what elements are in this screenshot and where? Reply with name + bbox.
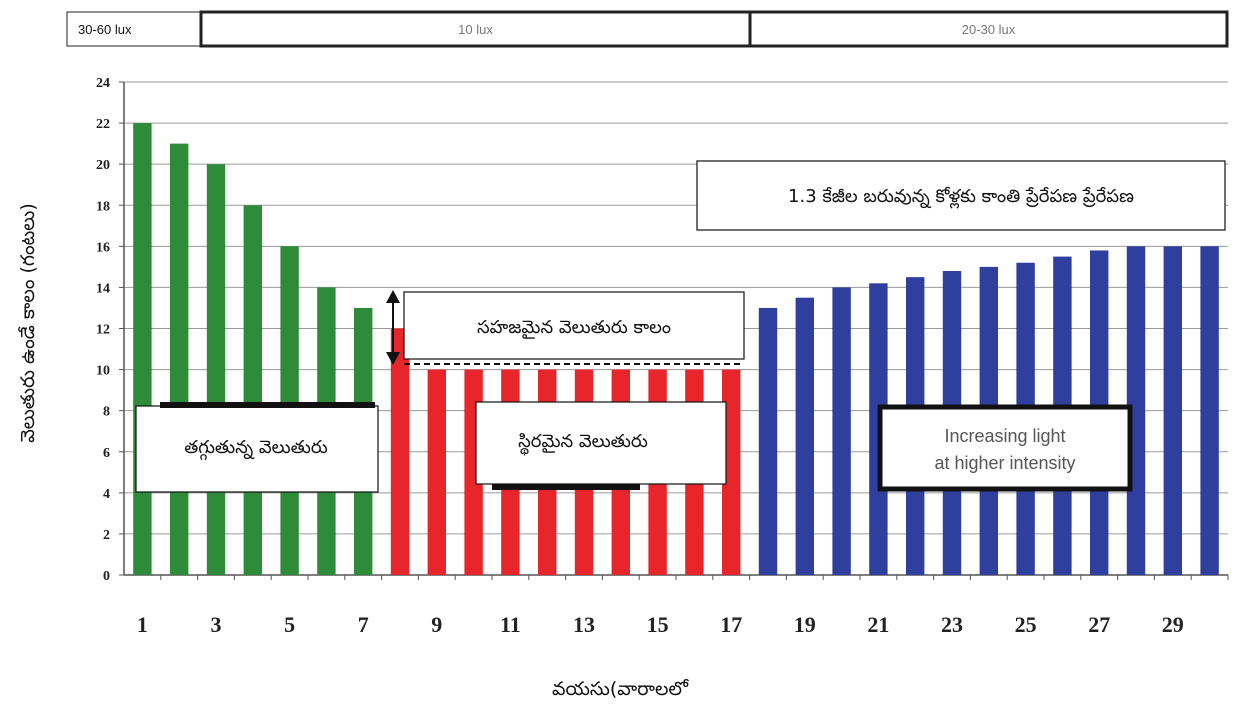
bar-week-4 (243, 205, 262, 575)
y-tick-label: 18 (96, 199, 110, 214)
lux-band-box (748, 10, 1229, 48)
bar-week-28 (1126, 246, 1146, 576)
lux-band-box (199, 10, 752, 48)
y-axis-label: వెలుతురు ఉండే కాలం (గంటలు) (17, 203, 39, 443)
x-axis-ticks: 1 3 5 7 9 11 13 15 17 19 21 23 25 27 29 (137, 612, 1184, 637)
y-tick-label: 20 (96, 158, 110, 173)
x-tick-label: 27 (1088, 612, 1110, 637)
lux-band-label: 20-30 lux (962, 22, 1016, 37)
bar-week-3 (206, 164, 226, 575)
y-tick-label: 16 (96, 240, 110, 255)
light-stimulation-text: 1.3 కేజీల బరువున్న కోళ్లకు కాంతి ప్రేరేప… (788, 186, 1134, 209)
x-tick-label: 23 (941, 612, 963, 637)
y-tick-label: 2 (103, 528, 110, 543)
x-tick-label: 1 (137, 612, 148, 637)
decreasing-light-text: తగ్గుతున్న వెలుతురు (184, 437, 328, 460)
lux-band-label: 10 lux (458, 22, 493, 37)
lux-band-label: 30-60 lux (78, 22, 132, 37)
x-tick-label: 9 (431, 612, 442, 637)
y-tick-label: 10 (96, 364, 110, 379)
bar-week-19 (795, 297, 814, 575)
lux-band-box (66, 11, 202, 47)
constant-light-text: స్థిరమైన వెలుతురు (518, 431, 648, 456)
x-tick-label: 7 (358, 612, 369, 637)
increasing-light-line1: Increasing light (944, 426, 1065, 446)
bar-week-20 (832, 287, 851, 575)
x-tick-label: 15 (647, 612, 669, 637)
x-tick-label: 21 (867, 612, 889, 637)
light-stimulation-annotation: 1.3 కేజీల బరువున్న కోళ్లకు కాంతి ప్రేరేప… (696, 160, 1226, 231)
decreasing-light-annotation: తగ్గుతున్న వెలుతురు (135, 402, 379, 493)
bar-week-2 (170, 143, 189, 575)
increasing-light-line2: at higher intensity (934, 453, 1075, 473)
constant-light-annotation: స్థిరమైన వెలుతురు (475, 401, 727, 490)
x-tick-label: 29 (1162, 612, 1184, 637)
y-tick-label: 6 (103, 446, 110, 461)
x-tick-label: 3 (211, 612, 222, 637)
bar-week-8 (390, 328, 410, 575)
y-tick-label: 0 (103, 569, 110, 584)
bar-week-30 (1200, 246, 1219, 576)
y-tick-label: 8 (103, 405, 110, 420)
natural-light-text: సహజమైన వెలుతురు కాలం (477, 317, 671, 339)
x-tick-label: 19 (794, 612, 816, 637)
x-tick-label: 17 (720, 612, 742, 637)
lux-band-header: 30-60 lux 10 lux 20-30 lux (66, 10, 1229, 48)
bar-week-18 (758, 307, 778, 575)
x-tick-label: 5 (284, 612, 295, 637)
bar-week-29 (1163, 246, 1182, 576)
x-tick-label: 13 (573, 612, 595, 637)
y-tick-label: 12 (96, 323, 110, 338)
x-tick-label: 25 (1015, 612, 1037, 637)
natural-light-annotation: సహజమైన వెలుతురు కాలం (386, 290, 745, 365)
x-axis-label: వయసు(వారాలలో (552, 678, 689, 700)
x-tick-label: 11 (500, 612, 521, 637)
increasing-light-annotation: Increasing light at higher intensity (877, 404, 1133, 492)
y-tick-label: 24 (96, 76, 110, 91)
bar-week-1 (133, 123, 152, 575)
y-tick-label: 14 (96, 281, 110, 296)
y-tick-label: 4 (103, 487, 110, 502)
bar-week-9 (427, 369, 446, 575)
y-tick-label: 22 (96, 117, 110, 132)
